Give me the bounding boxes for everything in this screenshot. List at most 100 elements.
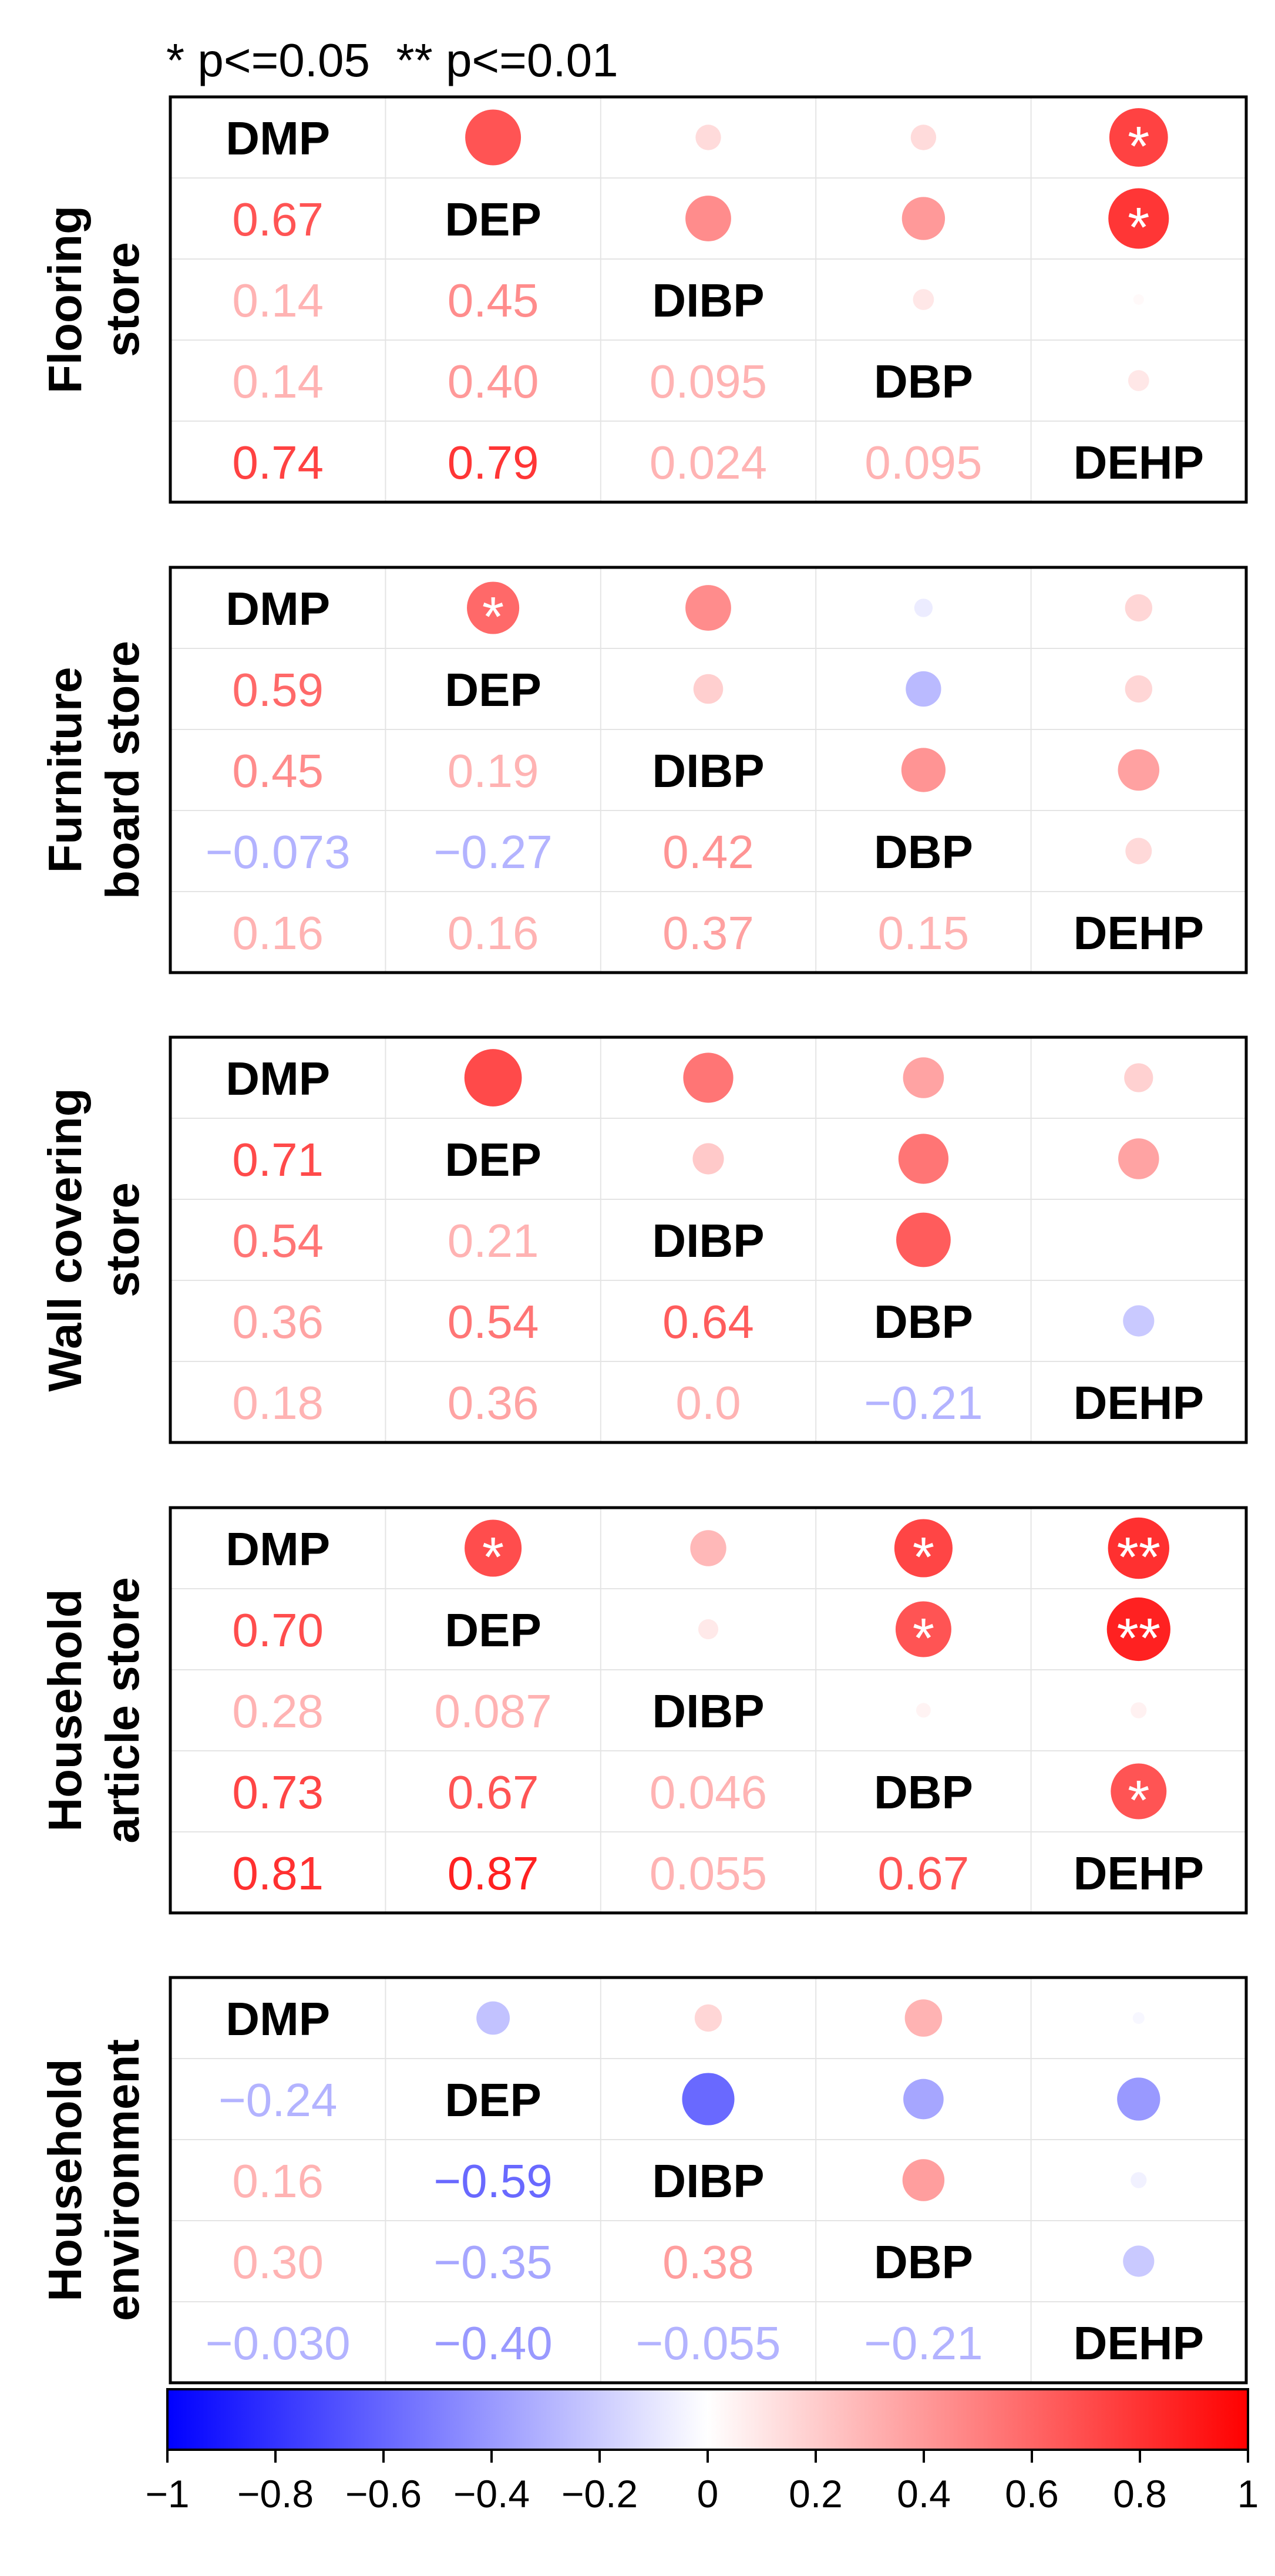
variable-label: DBP xyxy=(874,1296,973,1348)
variable-label: DMP xyxy=(226,583,330,635)
correlation-circle xyxy=(902,2159,945,2201)
variable-label: DIBP xyxy=(652,1215,764,1267)
coefficient-label: −0.055 xyxy=(636,2317,781,2369)
coefficient-label: 0.0 xyxy=(675,1377,741,1429)
variable-label: DEHP xyxy=(1074,907,1204,959)
colorbar-tick-label: −0.6 xyxy=(345,2472,422,2516)
correlation-panel: DMP * 0.59 DEP 0.45 0.19 DIBP −0.073 −0.27 0.42 DB… xyxy=(39,566,1248,974)
correlation-circle xyxy=(916,1703,931,1718)
variable-label: DEP xyxy=(445,1604,541,1656)
coefficient-label: 0.42 xyxy=(662,826,754,878)
coefficient-label: 0.37 xyxy=(662,907,754,959)
correlation-circle xyxy=(1124,1063,1153,1092)
coefficient-label: 0.54 xyxy=(232,1215,324,1267)
variable-label: DIBP xyxy=(652,1685,764,1737)
coefficient-label: 0.055 xyxy=(650,1847,767,1899)
colorbar-tick-label: −0.4 xyxy=(453,2472,530,2516)
panel-frame xyxy=(169,1976,1248,2385)
coefficient-label: 0.54 xyxy=(448,1296,539,1348)
significance-star: * xyxy=(482,586,504,648)
coefficient-label: −0.27 xyxy=(433,826,552,878)
coefficient-label: 0.67 xyxy=(448,1766,539,1818)
coefficient-label: 0.14 xyxy=(232,355,324,408)
correlation-circle xyxy=(1123,2245,1155,2277)
correlation-circle xyxy=(476,2001,510,2035)
variable-label: DMP xyxy=(226,1993,330,2045)
correlation-circle xyxy=(1131,1702,1147,1719)
coefficient-label: 0.79 xyxy=(448,436,539,489)
coefficient-label: 0.36 xyxy=(448,1377,539,1429)
variable-label: DEHP xyxy=(1074,2317,1204,2369)
correlation-circle xyxy=(464,1049,522,1107)
coefficient-label: 0.73 xyxy=(232,1766,324,1818)
significance-star: * xyxy=(1128,115,1149,178)
correlation-circle xyxy=(1125,594,1153,622)
coefficient-label: 0.59 xyxy=(232,664,324,716)
colorbar-tick-label: −0.2 xyxy=(561,2472,638,2516)
correlation-circle xyxy=(1123,1305,1155,1337)
variable-label: DEP xyxy=(445,1134,541,1186)
coefficient-label: 0.67 xyxy=(232,193,324,246)
correlation-circle xyxy=(1131,2172,1147,2188)
coefficient-label: 0.87 xyxy=(448,1847,539,1899)
correlation-circle xyxy=(1128,370,1149,391)
coefficient-label: 0.64 xyxy=(662,1296,754,1348)
panel-title: Furniture board store xyxy=(39,641,149,899)
correlation-circle xyxy=(895,1601,951,1657)
significance-star: ** xyxy=(1116,1607,1160,1670)
correlation-circle xyxy=(1125,675,1153,703)
variable-label: DIBP xyxy=(652,2155,764,2207)
correlation-circle xyxy=(901,748,946,792)
coefficient-label: −0.35 xyxy=(433,2236,552,2288)
variable-label: DEP xyxy=(445,2074,541,2126)
significance-legend: * p<=0.05 ** p<=0.01 xyxy=(166,34,618,86)
panel-frame xyxy=(169,1035,1248,1444)
coefficient-label: 0.046 xyxy=(650,1766,767,1818)
correlation-circle xyxy=(1117,2077,1160,2121)
colorbar-tick-label: 0.6 xyxy=(1005,2472,1059,2516)
coefficient-label: −0.030 xyxy=(206,2317,351,2369)
significance-star: * xyxy=(1128,196,1149,259)
coefficient-label: 0.16 xyxy=(448,907,539,959)
correlation-circle xyxy=(1109,108,1168,167)
correlation-circle xyxy=(913,289,934,310)
correlation-circle xyxy=(1106,1597,1170,1662)
panel-title: Wall covering store xyxy=(39,1088,149,1391)
variable-label: DBP xyxy=(874,826,973,878)
correlation-circle xyxy=(1108,188,1169,249)
panels: DMP * 0.67 DEP * 0.14 0.45 DIBP 0.14 0.40 0.095 DBP… xyxy=(39,95,1248,2385)
correlation-circle xyxy=(695,125,721,150)
coefficient-label: −0.40 xyxy=(433,2317,552,2369)
correlation-panel: DMP −0.24 DEP 0.16 −0.59 DIBP 0.30 −0.35 0.38 DBP… xyxy=(39,1976,1248,2385)
coefficient-label: 0.095 xyxy=(864,436,982,489)
correlation-circle xyxy=(698,1619,719,1640)
coefficient-label: 0.18 xyxy=(232,1377,324,1429)
correlation-circle xyxy=(685,196,731,241)
variable-label: DMP xyxy=(226,1523,330,1575)
panel-title: Household environment xyxy=(39,2039,149,2321)
coefficient-label: 0.024 xyxy=(650,436,767,489)
coefficient-label: 0.28 xyxy=(232,1685,324,1737)
correlation-circle xyxy=(1132,2012,1145,2025)
coefficient-label: 0.21 xyxy=(448,1215,539,1267)
coefficient-label: 0.16 xyxy=(232,907,324,959)
correlation-circle xyxy=(1133,1235,1143,1245)
correlation-circle xyxy=(693,674,724,704)
correlation-circle xyxy=(904,1999,943,2037)
correlation-circle xyxy=(894,1519,953,1578)
coefficient-label: 0.095 xyxy=(650,355,767,408)
coefficient-label: 0.70 xyxy=(232,1604,324,1656)
panel-frame xyxy=(169,566,1248,974)
correlation-circle xyxy=(683,1052,734,1103)
colorbar-tick-label: 0.2 xyxy=(789,2472,843,2516)
coefficient-label: 0.40 xyxy=(448,355,539,408)
coefficient-label: −0.59 xyxy=(433,2155,552,2207)
correlation-panel: DMP * 0.67 DEP * 0.14 0.45 DIBP 0.14 0.40 0.095 DBP… xyxy=(39,95,1248,504)
correlation-circle xyxy=(465,1519,522,1577)
correlation-circle xyxy=(694,2004,722,2032)
correlation-circle xyxy=(1133,294,1144,305)
coefficient-label: −0.24 xyxy=(218,2074,337,2126)
variable-label: DEP xyxy=(445,193,541,246)
